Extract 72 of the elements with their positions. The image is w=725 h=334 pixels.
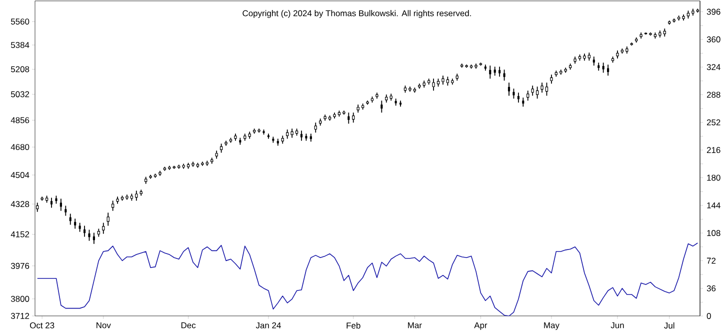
y2-tick-label: 360 <box>706 36 720 42</box>
y2-tick-label: 0 <box>706 313 711 319</box>
candlestick <box>607 64 610 76</box>
y-tick-label: 4504 <box>10 172 30 178</box>
candlestick <box>508 82 510 96</box>
candlestick <box>78 222 81 232</box>
y2-tick-label: 324 <box>706 64 720 70</box>
candlestick <box>135 190 138 202</box>
x-tick-label: Dec <box>181 322 196 328</box>
y-tick-label: 3976 <box>10 262 30 269</box>
y-tick-label: 5560 <box>10 18 30 25</box>
y-tick-label: 4152 <box>10 231 30 238</box>
candlestick <box>290 128 294 138</box>
x-tick-label: Jun <box>610 322 624 328</box>
candlestick <box>545 82 548 96</box>
candlestick <box>498 66 501 78</box>
candlestick <box>540 82 544 94</box>
candlestick <box>432 78 435 92</box>
x-tick-label: Jul <box>664 322 674 329</box>
candlestick <box>74 218 76 230</box>
candlestick <box>60 198 62 212</box>
candlestick <box>512 88 515 100</box>
y-tick-label: 3800 <box>10 296 30 302</box>
candlestick <box>531 85 534 96</box>
candlestick <box>522 97 524 108</box>
candlestick <box>50 197 53 208</box>
y2-tick-label: 144 <box>707 202 720 208</box>
candlestick <box>106 212 110 226</box>
candlestick <box>88 229 90 242</box>
candlestick <box>602 62 604 74</box>
y-tick-label: 3712 <box>10 312 30 319</box>
y-tick-label: 5208 <box>10 66 30 72</box>
x-tick-label: Mar <box>408 322 422 328</box>
candlestick <box>352 112 355 124</box>
y-tick-label: 4856 <box>10 117 30 124</box>
x-tick-label: Jan 24 <box>256 322 281 328</box>
x-tick-label: May <box>544 322 560 330</box>
candlestick <box>526 90 530 102</box>
candlestick <box>286 129 289 140</box>
y2-tick-label: 36 <box>706 285 716 292</box>
y2-tick-label: 180 <box>707 174 720 181</box>
y2-tick-label: 396 <box>706 8 720 15</box>
candlestick <box>517 92 520 104</box>
x-tick-label: Apr <box>474 322 488 330</box>
x-tick-label: Nov <box>96 322 111 328</box>
candlestick <box>220 143 223 154</box>
candlestick <box>92 232 95 244</box>
annotation: Copyright (c) 2024 by Thomas Bulkowski. All rights reserved. <box>242 10 471 18</box>
candlestick <box>300 130 303 142</box>
candlestick <box>536 86 539 100</box>
candlestick <box>592 56 595 66</box>
y-tick-label: 5384 <box>10 42 30 48</box>
candlestick <box>380 100 383 114</box>
candlestick <box>83 225 86 238</box>
y2-tick-label: 72 <box>706 258 716 264</box>
candlestick <box>64 205 67 216</box>
y-tick-label: 4680 <box>10 144 30 150</box>
candlestick <box>111 200 114 212</box>
y2-tick-label: 108 <box>707 230 720 236</box>
y2-tick-label: 216 <box>706 147 720 154</box>
candlestick <box>503 69 506 82</box>
candlestick <box>102 222 105 234</box>
y2-tick-label: 252 <box>706 119 720 126</box>
candlestick <box>69 213 72 226</box>
candlestick <box>314 122 317 134</box>
x-tick-label: Feb <box>346 322 360 329</box>
candlestick <box>348 112 350 124</box>
y-tick-label: 4328 <box>10 201 30 208</box>
candlestick <box>489 65 492 80</box>
x-tick-label: Oct 23 <box>30 322 54 328</box>
y2-tick-label: 288 <box>706 92 720 98</box>
y-tick-label: 5032 <box>10 91 30 98</box>
